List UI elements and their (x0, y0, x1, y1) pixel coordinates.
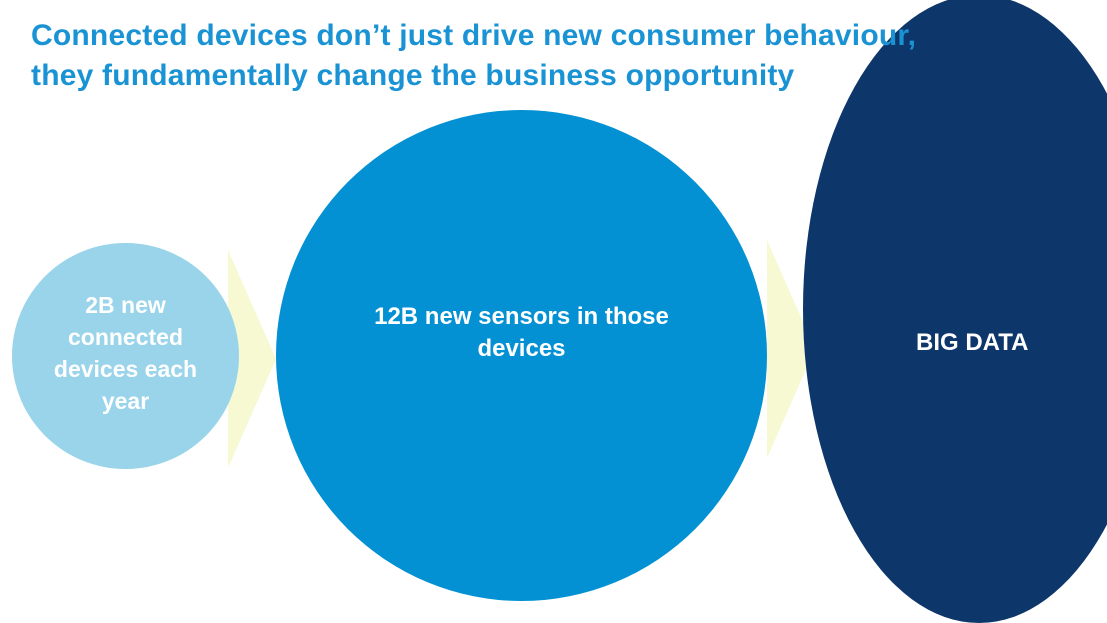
stage-label-sensors: 12B new sensors in those devices (374, 302, 669, 362)
stage-circle-sensors: 12B new sensors in those devices (276, 110, 767, 601)
title-line-2: they fundamentally change the business o… (31, 59, 795, 92)
page-title: Connected devices don’t just drive new c… (31, 16, 1091, 96)
arrow-right-icon (767, 240, 815, 458)
arrow-shape (228, 250, 276, 468)
arrow-shape (767, 240, 815, 458)
stage-label-devices: 2B new connected devices each year (53, 292, 198, 414)
stage-circle-big-data: BIG DATA (803, 0, 1107, 623)
stage-label-big-data: BIG DATA (916, 329, 1029, 356)
stage-circle-devices: 2B new connected devices each year (12, 243, 239, 469)
arrow-right-icon (228, 250, 276, 468)
title-line-1: Connected devices don’t just drive new c… (31, 19, 917, 52)
